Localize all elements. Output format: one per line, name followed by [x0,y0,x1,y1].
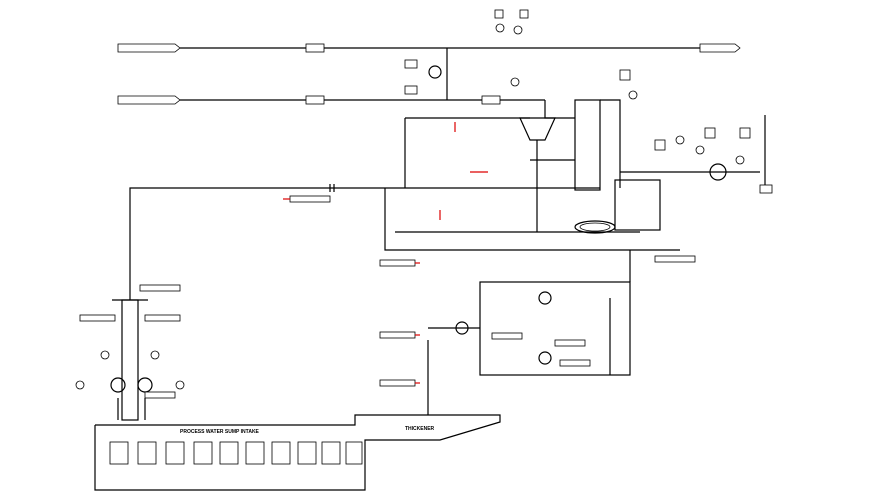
instruments [404,9,638,100]
thickener-label: THICKENER [405,426,435,432]
sump-label: PROCESS WATER SUMP INTAKE [180,429,260,435]
main-pipe [129,184,600,300]
evaporator-block [384,99,680,251]
right-equipment [619,69,773,194]
lower-circuit [379,250,696,387]
pump-set [75,284,185,421]
headers [117,43,741,105]
sump: PROCESS WATER SUMP INTAKE THICKENER [94,340,501,491]
